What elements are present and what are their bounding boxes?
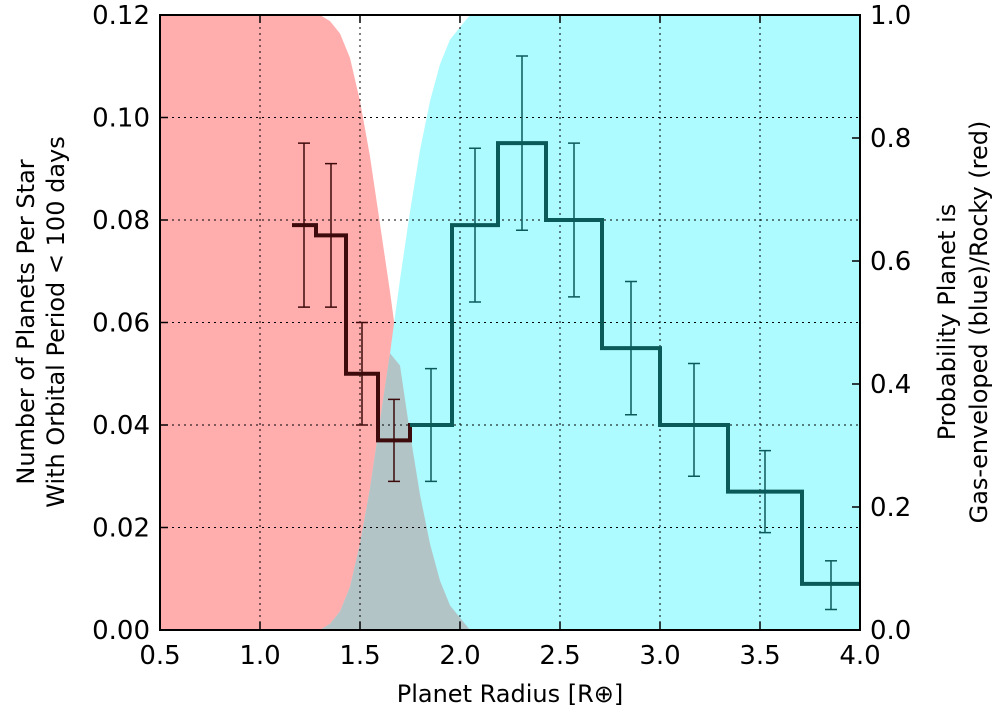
- error-bar: [325, 162, 337, 308]
- y-tick-label-right: 0.4: [870, 370, 911, 400]
- error-bar: [625, 280, 637, 416]
- y-tick-label-right: 0.6: [870, 247, 911, 277]
- error-bar: [688, 362, 700, 477]
- y-tick-label-left: 0.00: [92, 616, 150, 646]
- y-tick-label-right: 0.2: [870, 493, 911, 523]
- left-y-axis-label-line2: With Orbital Period < 100 days: [42, 136, 70, 507]
- right-y-axis-label-line2: Gas-enveloped (blue)/Rocky (red): [965, 121, 993, 524]
- y-tick-label-right: 0.0: [870, 616, 911, 646]
- axis-ticks: 0.5 1.0 1.5 2.0 2.5 3.0 3.5 4.0 0.00 0.02 0.04 0.06…: [92, 1, 911, 671]
- error-bars: [298, 55, 837, 611]
- error-bar: [469, 147, 481, 303]
- right-y-axis-label-line1: Probability Planet is: [933, 204, 961, 441]
- error-bar: [425, 367, 437, 483]
- error-bar: [759, 449, 771, 534]
- y-tick-label-left: 0.08: [92, 206, 150, 236]
- x-tick-label: 1.5: [339, 641, 380, 671]
- error-bar: [356, 321, 368, 426]
- y-tick-label-right: 1.0: [870, 1, 911, 31]
- left-y-axis-label-line1: Number of Planets Per Star: [12, 159, 40, 484]
- y-tick-label-left: 0.12: [92, 1, 150, 31]
- x-tick-label: 0.5: [139, 641, 180, 671]
- x-tick-label: 2.5: [539, 641, 580, 671]
- y-tick-label-left: 0.02: [92, 514, 150, 544]
- grid-lines: [160, 15, 860, 630]
- error-bar: [298, 142, 310, 308]
- left-y-axis-label: Number of Planets Per Star With Orbital …: [12, 136, 70, 507]
- x-tick-label: 2.0: [439, 641, 480, 671]
- error-bar: [568, 142, 580, 298]
- y-tick-label-left: 0.04: [92, 411, 150, 441]
- right-y-axis-label: Probability Planet is Gas-enveloped (blu…: [933, 121, 993, 524]
- x-axis-label: Planet Radius [R⊕]: [397, 680, 623, 708]
- error-bar: [388, 398, 400, 483]
- y-tick-label-left: 0.10: [92, 104, 150, 134]
- y-tick-label-left: 0.06: [92, 309, 150, 339]
- x-tick-label: 1.0: [239, 641, 280, 671]
- error-bar: [825, 560, 837, 611]
- x-tick-label: 3.5: [739, 641, 780, 671]
- y-tick-label-right: 0.8: [870, 124, 911, 154]
- error-bar: [516, 55, 528, 231]
- rocky-probability-area: [160, 15, 860, 630]
- x-tick-label: 3.0: [639, 641, 680, 671]
- x-tick-label: 4.0: [839, 641, 880, 671]
